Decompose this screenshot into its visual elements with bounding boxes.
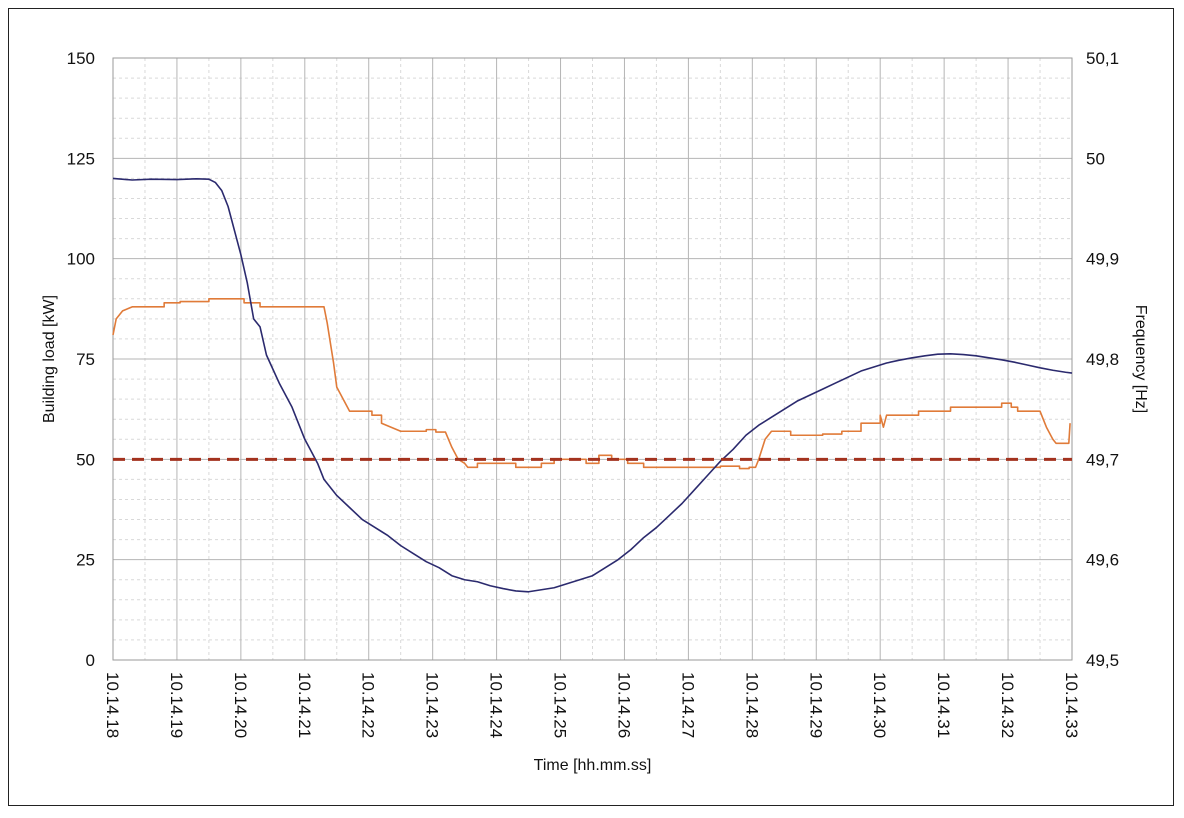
y-axis-right-label: Frequency [Hz] [1132,305,1149,413]
y-left-tick-label: 50 [76,450,95,469]
y-right-tick-label: 49,6 [1086,551,1119,570]
x-tick-label: 10.14.21 [295,672,314,738]
x-tick-label: 10.14.20 [231,672,250,738]
series-layer [112,177,1073,593]
y-axis-left-label: Building load [kW] [41,295,58,423]
y-right-tick-label: 49,5 [1086,651,1119,670]
x-tick-label: 10.14.30 [870,672,889,738]
series-line-orange [112,298,1071,470]
x-tick-label: 10.14.23 [423,672,442,738]
y-left-tick-label: 25 [76,551,95,570]
y-left-tick-label: 125 [67,149,95,168]
x-tick-label: 10.14.27 [678,672,697,738]
x-tick-label: 10.14.32 [998,672,1017,738]
x-axis-label: Time [hh.mm.ss] [534,757,652,774]
grid [112,57,1073,661]
plot-area [112,57,1073,661]
y-right-tick-label: 50,1 [1086,49,1119,68]
x-tick-label: 10.14.29 [806,672,825,738]
x-tick-label: 10.14.33 [1062,672,1081,738]
series-line-blue [112,177,1073,593]
x-tick-label: 10.14.24 [487,672,506,738]
y-left-tick-label: 0 [86,651,95,670]
y-right-tick-label: 49,8 [1086,350,1119,369]
y-left-tick-labels: 0 25 50 75 100 125 150 [67,49,95,670]
chart-frame [8,8,1174,806]
y-right-tick-labels: 49,5 49,6 49,7 49,8 49,9 50 50,1 [1086,49,1119,670]
x-tick-label: 10.14.19 [167,672,186,738]
x-tick-label: 10.14.25 [551,672,570,738]
y-left-tick-label: 75 [76,350,95,369]
x-tick-label: 10.14.28 [742,672,761,738]
x-tick-label: 10.14.31 [934,672,953,738]
x-tick-label: 10.14.26 [614,672,633,738]
y-right-tick-label: 50 [1086,149,1105,168]
y-right-tick-label: 49,7 [1086,450,1119,469]
x-tick-labels: 10.14.18 10.14.19 10.14.20 10.14.21 10.14.22… [103,672,1081,738]
y-left-tick-label: 150 [67,49,95,68]
y-right-tick-label: 49,9 [1086,250,1119,269]
x-tick-label: 10.14.22 [359,672,378,738]
x-tick-label: 10.14.18 [103,672,122,738]
y-left-tick-label: 100 [67,250,95,269]
